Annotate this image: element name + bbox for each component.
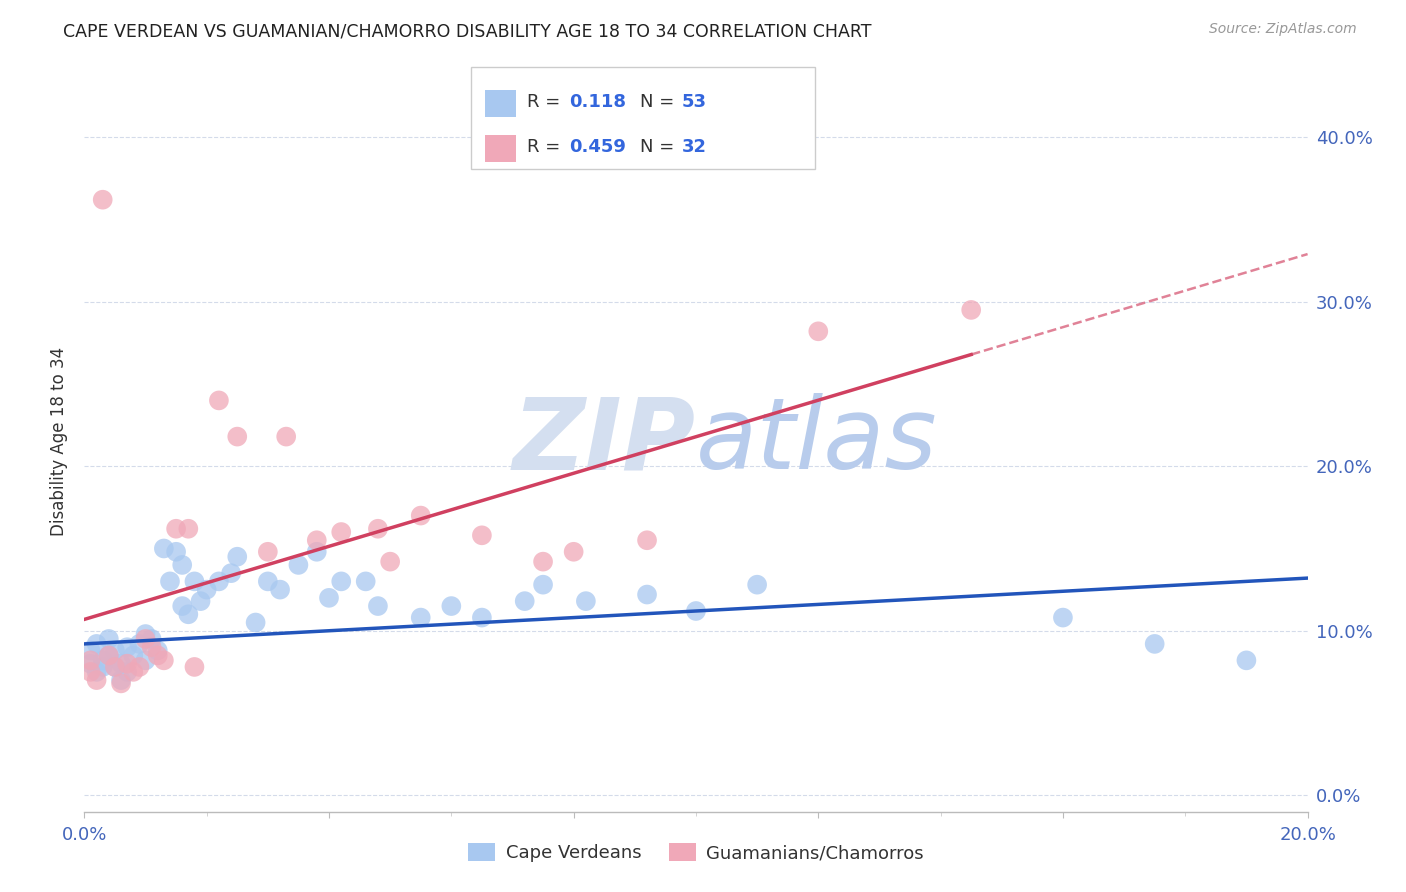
Point bbox=[153, 541, 176, 556]
Point bbox=[141, 632, 163, 646]
Point bbox=[269, 582, 291, 597]
Point bbox=[79, 653, 101, 667]
Point bbox=[1052, 610, 1074, 624]
Text: CAPE VERDEAN VS GUAMANIAN/CHAMORRO DISABILITY AGE 18 TO 34 CORRELATION CHART: CAPE VERDEAN VS GUAMANIAN/CHAMORRO DISAB… bbox=[63, 22, 872, 40]
Text: Source: ZipAtlas.com: Source: ZipAtlas.com bbox=[1209, 22, 1357, 37]
Point bbox=[153, 653, 176, 667]
Point bbox=[97, 632, 120, 646]
Point bbox=[1236, 653, 1258, 667]
Text: ZIP: ZIP bbox=[513, 393, 696, 490]
Point bbox=[440, 599, 463, 613]
Point bbox=[86, 637, 108, 651]
Point bbox=[367, 599, 389, 613]
Point bbox=[183, 660, 205, 674]
Point bbox=[110, 673, 132, 687]
Text: N =: N = bbox=[640, 94, 679, 112]
Point bbox=[91, 653, 114, 667]
Point bbox=[128, 637, 150, 651]
Point bbox=[305, 545, 328, 559]
Point bbox=[110, 676, 132, 690]
Point bbox=[636, 588, 658, 602]
Point bbox=[91, 660, 114, 674]
Point bbox=[122, 648, 145, 663]
Point bbox=[245, 615, 267, 630]
Point bbox=[471, 610, 494, 624]
Point bbox=[141, 640, 163, 655]
Point bbox=[747, 577, 769, 591]
Point bbox=[960, 302, 983, 317]
Text: 53: 53 bbox=[682, 94, 707, 112]
Point bbox=[471, 528, 494, 542]
Point bbox=[305, 533, 328, 548]
Point bbox=[531, 577, 554, 591]
Y-axis label: Disability Age 18 to 34: Disability Age 18 to 34 bbox=[51, 347, 69, 536]
Point bbox=[86, 665, 108, 679]
Point bbox=[195, 582, 218, 597]
Point bbox=[276, 429, 298, 443]
Point bbox=[330, 574, 353, 589]
Point bbox=[183, 574, 205, 589]
Point bbox=[146, 643, 169, 657]
Point bbox=[104, 660, 127, 674]
Point bbox=[208, 574, 231, 589]
Point bbox=[79, 643, 101, 657]
Point bbox=[165, 522, 187, 536]
Point bbox=[104, 660, 127, 674]
Point bbox=[575, 594, 598, 608]
Point bbox=[172, 599, 194, 613]
Point bbox=[318, 591, 340, 605]
Point bbox=[159, 574, 181, 589]
Point bbox=[135, 653, 157, 667]
Point bbox=[91, 193, 114, 207]
Point bbox=[257, 545, 280, 559]
Point bbox=[115, 665, 138, 679]
Point bbox=[115, 640, 138, 655]
Point bbox=[172, 558, 194, 572]
Text: 0.459: 0.459 bbox=[569, 138, 626, 156]
Point bbox=[177, 607, 200, 622]
Point bbox=[1143, 637, 1166, 651]
Point bbox=[531, 555, 554, 569]
Point bbox=[79, 657, 101, 671]
Point bbox=[330, 524, 353, 539]
Point bbox=[807, 324, 830, 338]
Point bbox=[409, 610, 432, 624]
Point bbox=[146, 648, 169, 663]
Point bbox=[190, 594, 212, 608]
Text: 0.118: 0.118 bbox=[569, 94, 627, 112]
Point bbox=[122, 665, 145, 679]
Point bbox=[177, 522, 200, 536]
Point bbox=[208, 393, 231, 408]
Point bbox=[115, 657, 138, 671]
Point bbox=[219, 566, 242, 581]
Point bbox=[636, 533, 658, 548]
Point bbox=[128, 660, 150, 674]
Point bbox=[226, 549, 249, 564]
Point bbox=[380, 555, 402, 569]
Point bbox=[135, 632, 157, 646]
Text: atlas: atlas bbox=[696, 393, 938, 490]
Point bbox=[86, 673, 108, 687]
Legend: Cape Verdeans, Guamanians/Chamorros: Cape Verdeans, Guamanians/Chamorros bbox=[461, 836, 931, 870]
Text: 32: 32 bbox=[682, 138, 707, 156]
Point bbox=[685, 604, 707, 618]
Point bbox=[257, 574, 280, 589]
Point bbox=[104, 643, 127, 657]
Point bbox=[226, 429, 249, 443]
Point bbox=[135, 627, 157, 641]
Point bbox=[367, 522, 389, 536]
Point bbox=[354, 574, 377, 589]
Point bbox=[97, 648, 120, 663]
Point bbox=[409, 508, 432, 523]
Point bbox=[165, 545, 187, 559]
Point bbox=[513, 594, 536, 608]
Point bbox=[110, 657, 132, 671]
Point bbox=[562, 545, 585, 559]
Point bbox=[287, 558, 309, 572]
Text: N =: N = bbox=[640, 138, 679, 156]
Text: R =: R = bbox=[527, 138, 567, 156]
Point bbox=[79, 665, 101, 679]
Point bbox=[97, 648, 120, 663]
Text: R =: R = bbox=[527, 94, 567, 112]
